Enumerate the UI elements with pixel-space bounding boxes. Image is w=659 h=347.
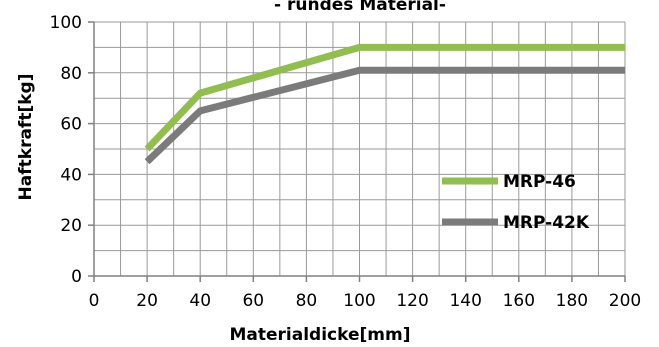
y-axis-title: Haftkraft[kg] — [16, 74, 36, 201]
x-tick-label: 60 — [242, 291, 264, 311]
axes — [88, 21, 626, 282]
grid — [94, 21, 626, 276]
legend-label-mrp-42k: MRP-42K — [503, 213, 590, 233]
x-tick-label: 140 — [449, 291, 481, 311]
x-tick-label: 180 — [556, 291, 588, 311]
series-lines — [144, 43, 625, 165]
x-tick-label: 0 — [89, 291, 100, 311]
chart-title: - rundes Material- — [274, 0, 446, 15]
x-tick-label: 80 — [296, 291, 318, 311]
x-tick-label: 20 — [136, 291, 158, 311]
x-tick-label: 200 — [609, 291, 641, 311]
legend-label-mrp-46: MRP-46 — [503, 172, 576, 192]
y-tick-label: 80 — [60, 64, 82, 84]
series-line-mrp-42k — [144, 66, 625, 165]
y-tick-label: 60 — [60, 115, 82, 135]
x-tick-label: 40 — [189, 291, 211, 311]
legend: MRP-46 MRP-42K — [442, 172, 590, 233]
series-line-mrp-46 — [144, 43, 625, 152]
y-tick-label: 20 — [60, 216, 82, 236]
x-tick-labels: 0 20 40 60 80 100 120 140 160 180 200 — [89, 291, 642, 311]
y-tick-label: 40 — [60, 165, 82, 185]
y-tick-labels: 0 20 40 60 80 100 — [50, 13, 82, 287]
x-tick-label: 160 — [503, 291, 535, 311]
y-tick-label: 100 — [50, 13, 82, 33]
x-tick-label: 120 — [396, 291, 428, 311]
x-axis-title: Materialdicke[mm] — [230, 325, 411, 345]
y-tick-label: 0 — [71, 267, 82, 287]
x-tick-label: 100 — [343, 291, 375, 311]
